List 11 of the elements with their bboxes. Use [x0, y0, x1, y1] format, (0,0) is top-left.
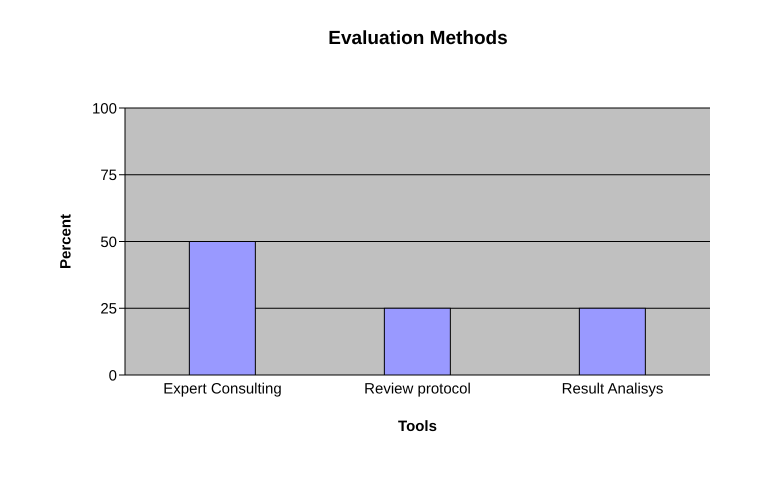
y-axis-title: Percent	[57, 214, 74, 270]
y-tick-label: 25	[100, 300, 117, 318]
y-tick-label: 100	[92, 100, 117, 118]
y-tick-label: 0	[108, 367, 117, 384]
y-tick-label: 50	[100, 234, 117, 251]
x-tick-label: Result Analisys	[562, 380, 664, 398]
x-tick-label: Review protocol	[364, 380, 471, 398]
chart-title: Evaluation Methods	[327, 28, 509, 50]
x-tick-label: Expert Consulting	[163, 380, 282, 398]
y-tick-label: 75	[100, 167, 117, 184]
x-axis-title: Tools	[398, 418, 437, 435]
